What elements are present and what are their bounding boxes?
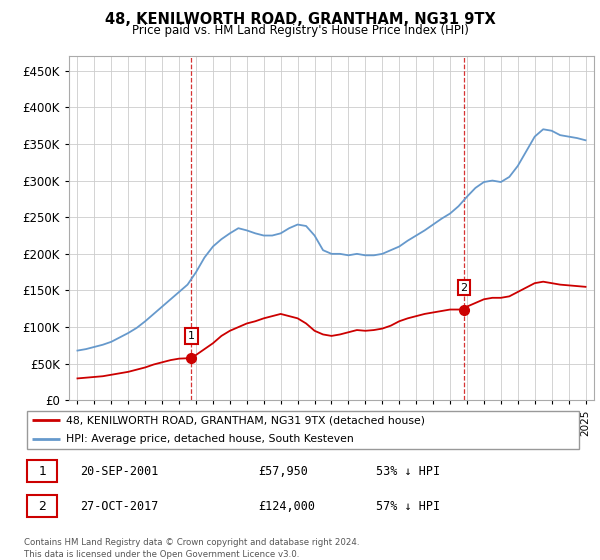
Text: Price paid vs. HM Land Registry's House Price Index (HPI): Price paid vs. HM Land Registry's House … [131,24,469,36]
Text: 57% ↓ HPI: 57% ↓ HPI [376,500,440,512]
FancyBboxPatch shape [27,460,58,482]
Text: 1: 1 [38,465,46,478]
Text: 2: 2 [460,283,467,292]
Text: 20-SEP-2001: 20-SEP-2001 [80,465,158,478]
Text: 1: 1 [188,331,195,341]
Text: 27-OCT-2017: 27-OCT-2017 [80,500,158,512]
Text: 2: 2 [38,500,46,512]
FancyBboxPatch shape [27,495,58,517]
Text: 48, KENILWORTH ROAD, GRANTHAM, NG31 9TX: 48, KENILWORTH ROAD, GRANTHAM, NG31 9TX [104,12,496,27]
Text: Contains HM Land Registry data © Crown copyright and database right 2024.
This d: Contains HM Land Registry data © Crown c… [24,538,359,559]
Text: £57,950: £57,950 [259,465,308,478]
Text: 53% ↓ HPI: 53% ↓ HPI [376,465,440,478]
Text: £124,000: £124,000 [259,500,316,512]
Text: 48, KENILWORTH ROAD, GRANTHAM, NG31 9TX (detached house): 48, KENILWORTH ROAD, GRANTHAM, NG31 9TX … [66,415,425,425]
Text: HPI: Average price, detached house, South Kesteven: HPI: Average price, detached house, Sout… [66,435,353,445]
FancyBboxPatch shape [27,411,579,449]
